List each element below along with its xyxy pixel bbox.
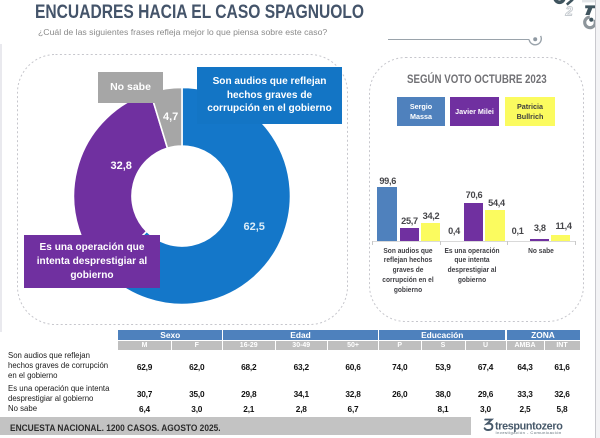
svg-text:Investigación - Comunicación: Investigación - Comunicación bbox=[496, 430, 562, 435]
svg-text:2: 2 bbox=[565, 3, 574, 18]
svg-text:trespuntozero: trespuntozero bbox=[495, 421, 563, 433]
